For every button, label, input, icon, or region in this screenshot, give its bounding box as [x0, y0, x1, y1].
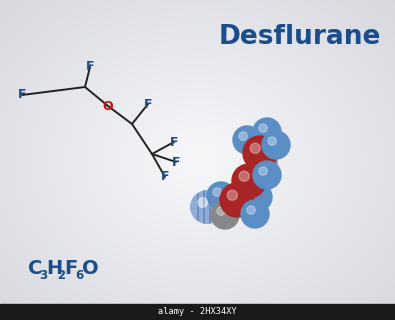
Text: O: O: [82, 259, 99, 278]
Circle shape: [258, 155, 265, 162]
Circle shape: [250, 143, 260, 153]
Circle shape: [227, 190, 237, 200]
Circle shape: [232, 164, 266, 198]
Circle shape: [268, 137, 276, 145]
Circle shape: [239, 171, 249, 181]
Text: F: F: [64, 259, 77, 278]
Circle shape: [213, 188, 221, 196]
Text: F: F: [170, 135, 178, 148]
Text: Desflurane: Desflurane: [219, 24, 381, 50]
Circle shape: [244, 183, 272, 211]
Text: 2: 2: [57, 269, 65, 282]
Bar: [0, 304, 395, 320]
Text: F: F: [144, 98, 152, 110]
Circle shape: [220, 183, 254, 217]
Circle shape: [259, 124, 267, 132]
Text: F: F: [172, 156, 180, 169]
Circle shape: [207, 182, 235, 210]
Circle shape: [191, 191, 223, 223]
Circle shape: [241, 200, 269, 228]
Text: O: O: [103, 100, 113, 113]
Text: F: F: [161, 171, 169, 183]
Circle shape: [253, 118, 281, 146]
Circle shape: [233, 126, 261, 154]
Text: 3: 3: [39, 269, 47, 282]
Circle shape: [198, 198, 207, 207]
Circle shape: [239, 132, 247, 140]
Circle shape: [191, 191, 223, 223]
Text: F: F: [86, 60, 94, 74]
Circle shape: [250, 189, 258, 197]
Circle shape: [253, 150, 277, 174]
Circle shape: [259, 167, 267, 175]
Circle shape: [243, 136, 277, 170]
Circle shape: [247, 206, 255, 214]
Text: 6: 6: [75, 269, 83, 282]
Circle shape: [211, 201, 239, 229]
Text: C: C: [28, 259, 42, 278]
Circle shape: [217, 207, 225, 215]
Circle shape: [198, 198, 207, 207]
Text: F: F: [18, 89, 26, 101]
Circle shape: [253, 161, 281, 189]
Circle shape: [262, 131, 290, 159]
Text: H: H: [46, 259, 62, 278]
Text: alamy - 2HX34XY: alamy - 2HX34XY: [158, 308, 237, 316]
